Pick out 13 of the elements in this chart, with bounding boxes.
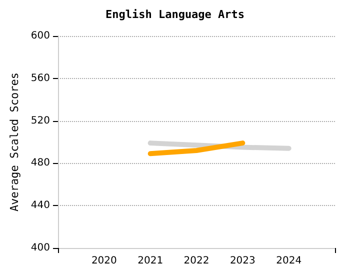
y-tick-label: 480	[30, 158, 50, 169]
y-tick-label: 440	[30, 200, 50, 212]
x-tick-label: 2022	[184, 256, 210, 266]
y-tick-label: 560	[30, 72, 50, 84]
x-tick-label: 2023	[230, 256, 256, 266]
x-tick-label: 2020	[91, 256, 117, 266]
x-tick-label: 2024	[276, 256, 302, 266]
y-tick-label: 600	[30, 30, 50, 42]
y-tick-label: 400	[30, 242, 50, 254]
chart-title: English Language Arts	[105, 8, 245, 21]
x-tick-label: 2021	[138, 256, 164, 266]
y-axis-title: Average Scaled Scores	[8, 72, 22, 212]
y-tick-label: 520	[30, 115, 50, 126]
